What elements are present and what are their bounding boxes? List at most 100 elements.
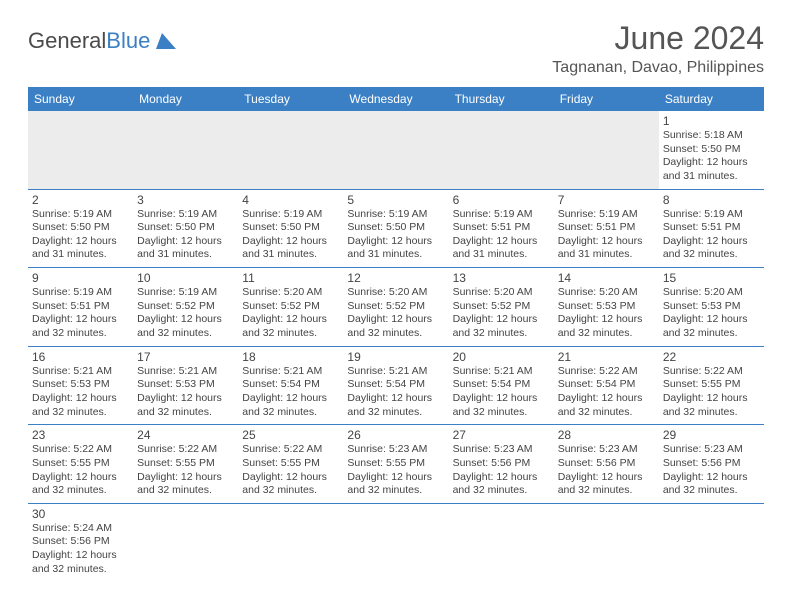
day-info-line: Sunrise: 5:24 AM [32,522,129,536]
day-cell: 13Sunrise: 5:20 AMSunset: 5:52 PMDayligh… [449,268,554,347]
day-info-line: and 32 minutes. [558,406,655,420]
location-text: Tagnanan, Davao, Philippines [552,59,764,77]
day-info-line: and 32 minutes. [347,406,444,420]
day-info-line: Daylight: 12 hours [242,471,339,485]
calendar-week-row: 9Sunrise: 5:19 AMSunset: 5:51 PMDaylight… [28,268,764,347]
day-info-line: Sunrise: 5:20 AM [558,286,655,300]
day-info-line: Sunrise: 5:22 AM [558,365,655,379]
day-cell: 10Sunrise: 5:19 AMSunset: 5:52 PMDayligh… [133,268,238,347]
day-info-line: Sunset: 5:55 PM [32,457,129,471]
day-cell: 16Sunrise: 5:21 AMSunset: 5:53 PMDayligh… [28,346,133,425]
day-info-line: and 32 minutes. [663,484,760,498]
day-cell: 26Sunrise: 5:23 AMSunset: 5:55 PMDayligh… [343,425,448,504]
day-info-line: and 31 minutes. [137,248,234,262]
day-cell: 15Sunrise: 5:20 AMSunset: 5:53 PMDayligh… [659,268,764,347]
day-cell [133,503,238,581]
logo-part1: General [28,28,106,54]
day-info-line: Daylight: 12 hours [32,549,129,563]
day-info-line: and 32 minutes. [663,327,760,341]
day-info-line: Sunrise: 5:22 AM [32,443,129,457]
day-cell: 21Sunrise: 5:22 AMSunset: 5:54 PMDayligh… [554,346,659,425]
day-info-line: Daylight: 12 hours [347,392,444,406]
day-info-line: Daylight: 12 hours [663,471,760,485]
day-number: 10 [137,271,234,285]
day-cell [28,111,133,189]
day-info-line: Sunrise: 5:21 AM [453,365,550,379]
day-cell: 12Sunrise: 5:20 AMSunset: 5:52 PMDayligh… [343,268,448,347]
day-info-line: and 31 minutes. [347,248,444,262]
day-info-line: Sunrise: 5:19 AM [663,208,760,222]
day-cell: 3Sunrise: 5:19 AMSunset: 5:50 PMDaylight… [133,189,238,268]
day-info-line: and 32 minutes. [137,327,234,341]
day-cell: 2Sunrise: 5:19 AMSunset: 5:50 PMDaylight… [28,189,133,268]
day-number: 6 [453,193,550,207]
day-number: 5 [347,193,444,207]
day-number: 15 [663,271,760,285]
day-number: 4 [242,193,339,207]
day-info-line: Daylight: 12 hours [558,235,655,249]
day-cell [238,111,343,189]
day-info-line: and 32 minutes. [32,563,129,577]
day-info-line: Sunrise: 5:19 AM [32,286,129,300]
day-cell: 25Sunrise: 5:22 AMSunset: 5:55 PMDayligh… [238,425,343,504]
day-info-line: Sunset: 5:50 PM [347,221,444,235]
day-cell: 23Sunrise: 5:22 AMSunset: 5:55 PMDayligh… [28,425,133,504]
day-info-line: and 32 minutes. [137,406,234,420]
day-info-line: Daylight: 12 hours [663,235,760,249]
day-cell [133,111,238,189]
day-cell [659,503,764,581]
day-info-line: Sunrise: 5:21 AM [32,365,129,379]
day-info-line: Daylight: 12 hours [137,392,234,406]
day-info-line: Sunset: 5:51 PM [453,221,550,235]
day-number: 21 [558,350,655,364]
day-info-line: Daylight: 12 hours [242,313,339,327]
day-info-line: Sunset: 5:50 PM [663,143,760,157]
day-number: 16 [32,350,129,364]
day-info-line: Daylight: 12 hours [663,392,760,406]
day-info-line: Daylight: 12 hours [347,471,444,485]
day-info-line: Sunrise: 5:18 AM [663,129,760,143]
day-info-line: and 32 minutes. [137,484,234,498]
calendar-week-row: 2Sunrise: 5:19 AMSunset: 5:50 PMDaylight… [28,189,764,268]
day-info-line: Sunrise: 5:22 AM [663,365,760,379]
day-cell: 7Sunrise: 5:19 AMSunset: 5:51 PMDaylight… [554,189,659,268]
day-info-line: and 32 minutes. [242,327,339,341]
day-info-line: Daylight: 12 hours [32,471,129,485]
day-info-line: Sunset: 5:55 PM [347,457,444,471]
calendar-body: 1Sunrise: 5:18 AMSunset: 5:50 PMDaylight… [28,111,764,581]
day-info-line: and 32 minutes. [558,327,655,341]
day-cell: 4Sunrise: 5:19 AMSunset: 5:50 PMDaylight… [238,189,343,268]
day-number: 3 [137,193,234,207]
day-cell: 5Sunrise: 5:19 AMSunset: 5:50 PMDaylight… [343,189,448,268]
day-header: Wednesday [343,87,448,111]
day-info-line: Daylight: 12 hours [663,313,760,327]
day-info-line: Sunrise: 5:23 AM [663,443,760,457]
day-info-line: Sunset: 5:50 PM [137,221,234,235]
day-number: 13 [453,271,550,285]
day-cell: 17Sunrise: 5:21 AMSunset: 5:53 PMDayligh… [133,346,238,425]
day-number: 17 [137,350,234,364]
day-info-line: and 32 minutes. [663,248,760,262]
day-info-line: Sunset: 5:52 PM [347,300,444,314]
day-number: 14 [558,271,655,285]
day-info-line: Daylight: 12 hours [453,471,550,485]
day-cell: 22Sunrise: 5:22 AMSunset: 5:55 PMDayligh… [659,346,764,425]
day-info-line: and 32 minutes. [32,484,129,498]
day-number: 18 [242,350,339,364]
day-cell: 30Sunrise: 5:24 AMSunset: 5:56 PMDayligh… [28,503,133,581]
day-info-line: and 32 minutes. [453,327,550,341]
day-info-line: Sunset: 5:54 PM [453,378,550,392]
day-info-line: Sunrise: 5:21 AM [137,365,234,379]
day-info-line: Sunrise: 5:20 AM [347,286,444,300]
day-header: Saturday [659,87,764,111]
day-number: 9 [32,271,129,285]
header: General Blue June 2024 Tagnanan, Davao, … [28,20,764,77]
day-cell: 29Sunrise: 5:23 AMSunset: 5:56 PMDayligh… [659,425,764,504]
day-cell: 14Sunrise: 5:20 AMSunset: 5:53 PMDayligh… [554,268,659,347]
calendar-week-row: 16Sunrise: 5:21 AMSunset: 5:53 PMDayligh… [28,346,764,425]
day-info-line: Sunrise: 5:20 AM [453,286,550,300]
day-cell: 27Sunrise: 5:23 AMSunset: 5:56 PMDayligh… [449,425,554,504]
day-info-line: Sunset: 5:56 PM [558,457,655,471]
day-info-line: Sunrise: 5:19 AM [347,208,444,222]
day-info-line: Sunrise: 5:20 AM [663,286,760,300]
